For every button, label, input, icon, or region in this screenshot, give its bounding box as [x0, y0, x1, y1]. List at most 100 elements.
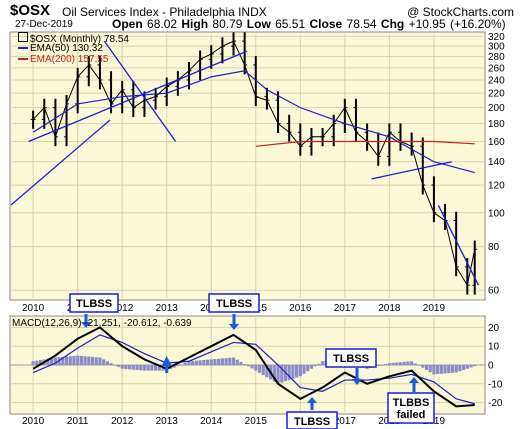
macd-histogram-bar — [306, 365, 310, 372]
macd-histogram-bar — [105, 361, 109, 365]
macd-y-tick-label: 20 — [488, 323, 500, 334]
macd-histogram-bar — [87, 356, 91, 365]
macd-histogram-bar — [194, 360, 199, 365]
macd-histogram-bar — [72, 355, 76, 365]
macd-histogram-bar — [376, 365, 380, 366]
macd-histogram-bar — [116, 365, 121, 367]
macd-x-tick-label: 2017 — [334, 416, 357, 427]
macd-histogram-bar — [406, 361, 410, 365]
price-y-tick-label: 220 — [488, 89, 505, 100]
price-x-tick-label: 2013 — [156, 303, 179, 314]
macd-histogram-bar — [413, 363, 417, 365]
macd-histogram-bar — [436, 365, 440, 375]
macd-histogram-bar — [458, 365, 462, 372]
macd-y-tick-label: 10 — [488, 342, 500, 353]
macd-histogram-bar — [428, 365, 432, 373]
macd-histogram-bar — [153, 365, 158, 371]
macd-x-tick-label: 2010 — [22, 416, 45, 427]
macd-histogram-bar — [198, 360, 202, 365]
macd-histogram-bar — [469, 365, 473, 368]
price-series-line — [32, 40, 476, 287]
legend-ema50-swatch — [18, 47, 28, 50]
macd-histogram-bar — [183, 362, 187, 365]
macd-histogram-bar — [76, 355, 80, 365]
macd-histogram-bar — [447, 365, 451, 374]
macd-histogram-bar — [239, 361, 243, 365]
legend-price-text: $OSX (Monthly) 78.54 — [30, 34, 129, 45]
chart-symbol: $OSX — [10, 2, 51, 19]
macd-histogram-bar — [391, 362, 395, 365]
open-value: 68.02 — [147, 17, 178, 31]
support-line — [371, 161, 452, 180]
price-y-tick-label: 120 — [488, 181, 505, 192]
macd-histogram-bar — [179, 364, 184, 366]
chart-date: 27-Dec-2019 — [15, 19, 73, 30]
macd-histogram-bar — [473, 365, 477, 367]
downtrend-line — [437, 205, 480, 286]
macd-histogram-bar — [31, 361, 35, 365]
callout-box — [325, 348, 377, 368]
callout-box — [208, 293, 260, 313]
price-y-tick-label: 160 — [488, 137, 505, 148]
callout-arrow-head — [229, 324, 239, 330]
macd-histogram-bar — [243, 364, 247, 365]
macd-histogram-bar — [250, 365, 254, 369]
callout-label: TLBSS — [294, 416, 330, 428]
macd-histogram-bar — [380, 365, 384, 366]
macd-histogram-bar — [131, 365, 135, 370]
price-x-tick-label: 2010 — [22, 303, 45, 314]
callout-label: failed — [397, 409, 426, 421]
price-y-tick-label: 280 — [488, 52, 505, 63]
callout-label: TLBSS — [76, 298, 112, 310]
macd-histogram-bar — [443, 365, 447, 374]
legend-ema200-swatch — [18, 58, 28, 61]
macd-histogram-bar — [432, 365, 436, 375]
macd-histogram-bar — [157, 365, 161, 371]
macd-histogram-bar — [172, 365, 176, 368]
callout-arrow-head — [409, 377, 419, 383]
macd-histogram-bar — [454, 365, 458, 373]
macd-histogram-bar — [295, 365, 299, 378]
macd-histogram-bar — [410, 361, 414, 365]
legend-macd-text: MACD(12,26,9) -21.251, -20.612, -0.639 — [12, 318, 192, 329]
macd-histogram-bar — [224, 358, 228, 365]
macd-x-tick-label: 2015 — [245, 416, 268, 427]
macd-x-tick-label: 2012 — [111, 416, 134, 427]
callout-box — [387, 392, 435, 424]
macd-histogram-bar — [313, 365, 317, 367]
macd-histogram-bar — [302, 365, 306, 374]
macd-y-tick-label: -20 — [488, 398, 503, 409]
macd-histogram-bar — [64, 356, 69, 365]
macd-histogram-bar — [213, 359, 217, 365]
macd-histogram-bar — [309, 365, 314, 369]
price-y-tick-label: 260 — [488, 63, 505, 74]
macd-histogram-bar — [395, 362, 399, 365]
macd-line — [32, 326, 475, 408]
legend-ema200: EMA(200) 157.55 — [18, 54, 108, 65]
macd-histogram-bar — [254, 365, 258, 371]
macd-histogram-bar — [202, 359, 206, 365]
callout-box — [286, 411, 338, 429]
macd-histogram-bar — [298, 365, 302, 377]
macd-x-tick-label: 2014 — [200, 416, 223, 427]
macd-histogram-bar — [187, 361, 191, 365]
macd-x-tick-label: 2011 — [67, 416, 89, 427]
macd-histogram-bar — [320, 361, 325, 365]
legend-price-swatch — [18, 32, 28, 42]
macd-y-tick-label: 0 — [488, 361, 494, 372]
chg-label: Chg — [380, 17, 405, 31]
macd-histogram-bar — [35, 360, 39, 365]
price-y-tick-label: 100 — [488, 208, 505, 219]
macd-histogram-bar — [231, 357, 236, 365]
macd-histogram-bar — [261, 365, 265, 376]
macd-histogram-bar — [235, 359, 239, 365]
macd-histogram-bar — [142, 365, 147, 371]
macd-histogram-bar — [276, 365, 280, 384]
macd-histogram-bar — [209, 359, 213, 365]
macd-histogram-bar — [272, 365, 276, 382]
macd-histogram-bar — [228, 357, 232, 365]
macd-histogram-bar — [135, 365, 139, 371]
macd-histogram-bar — [417, 365, 421, 366]
macd-histogram-bar — [46, 358, 50, 365]
